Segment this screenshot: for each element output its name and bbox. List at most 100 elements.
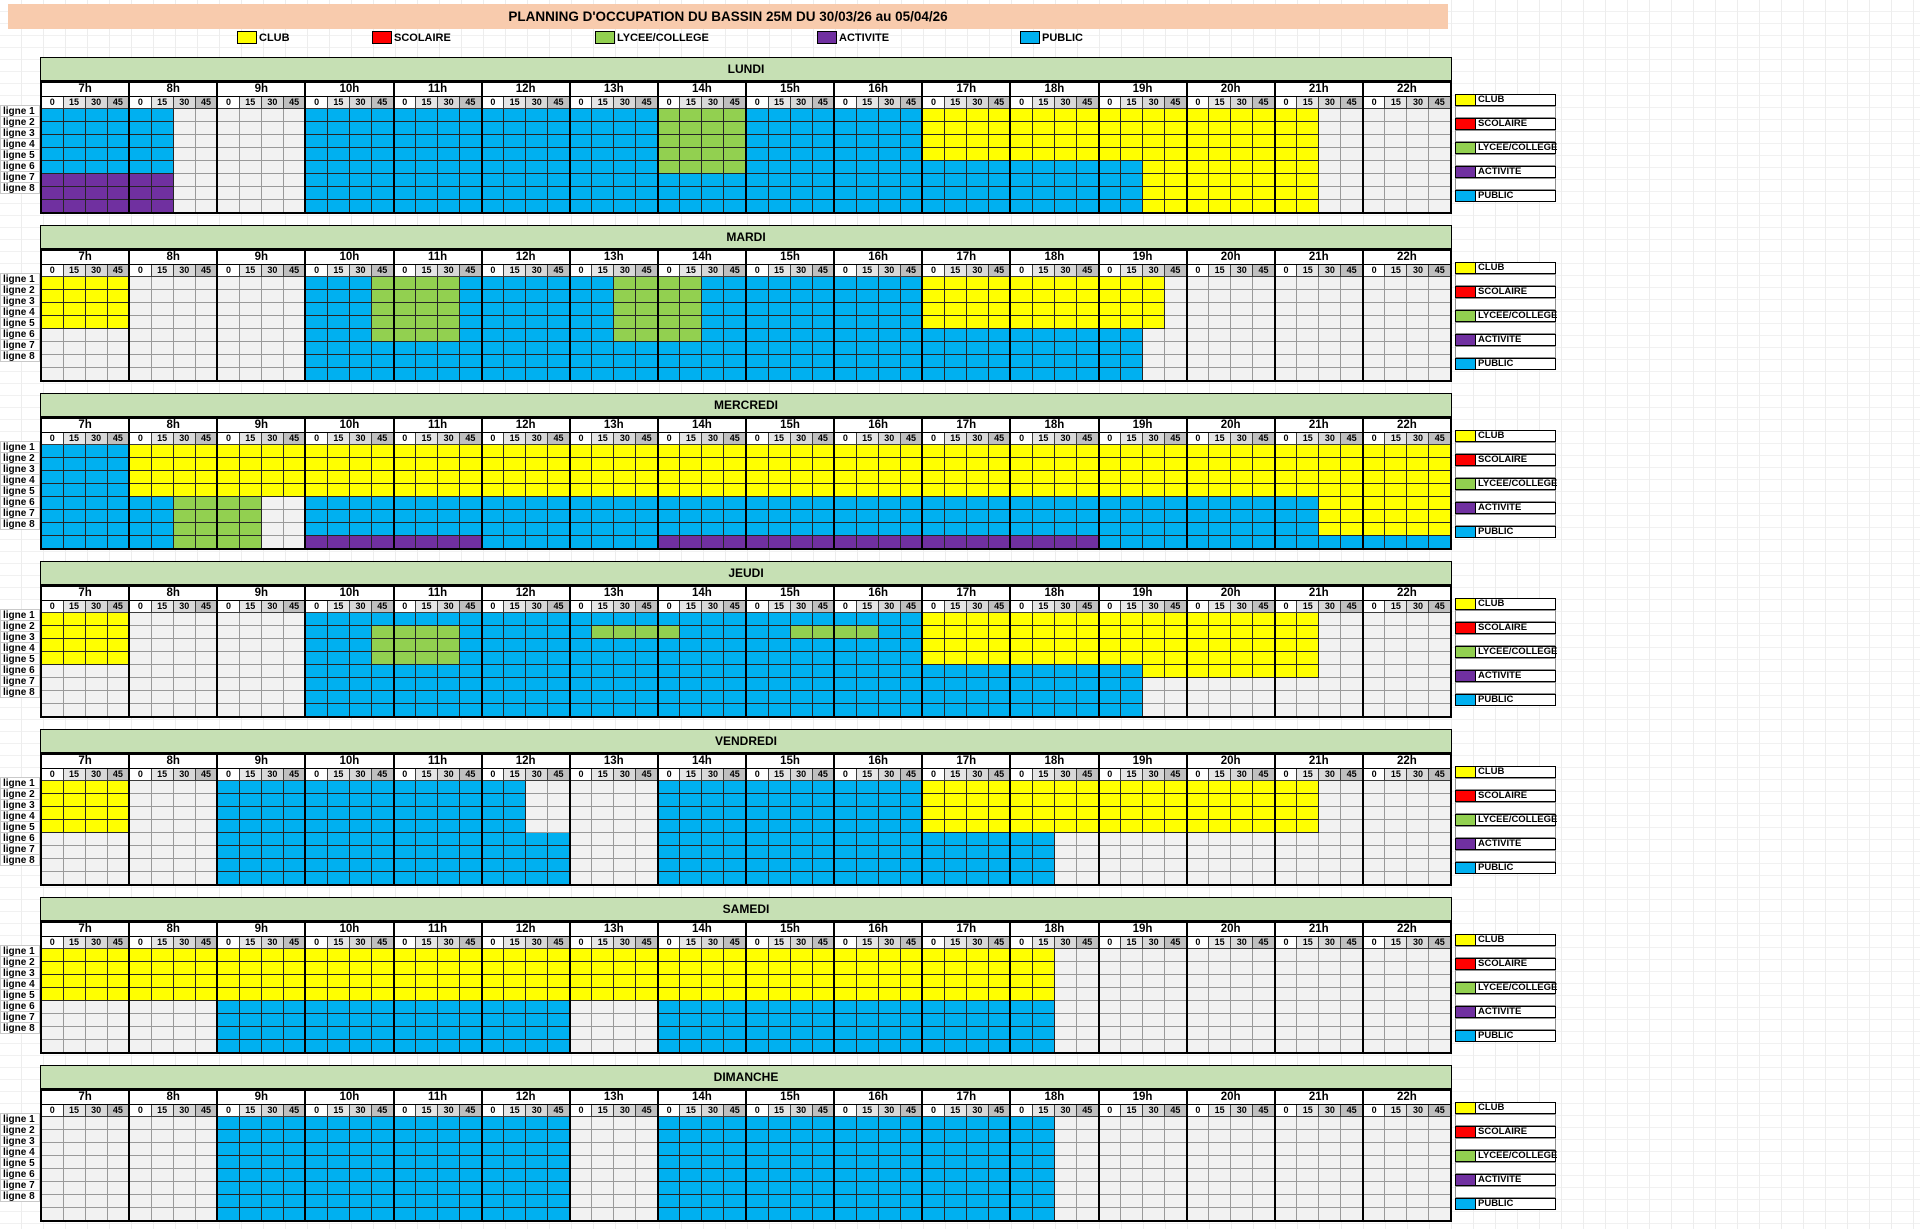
slot-cell[interactable] (304, 974, 328, 988)
slot-cell[interactable] (525, 858, 549, 872)
slot-cell[interactable] (106, 793, 130, 807)
slot-cell[interactable] (789, 1026, 813, 1040)
slot-cell[interactable] (172, 354, 196, 368)
slot-cell[interactable] (1053, 651, 1077, 665)
slot-cell[interactable] (899, 354, 923, 368)
slot-cell[interactable] (811, 780, 835, 794)
slot-cell[interactable] (767, 651, 791, 665)
slot-cell[interactable] (128, 871, 152, 886)
slot-cell[interactable] (128, 147, 152, 161)
slot-cell[interactable] (216, 703, 240, 718)
slot-cell[interactable] (437, 199, 461, 214)
slot-cell[interactable] (635, 1181, 659, 1195)
slot-cell[interactable] (525, 302, 549, 316)
slot-cell[interactable] (1384, 1116, 1408, 1130)
slot-cell[interactable] (1340, 483, 1364, 497)
slot-cell[interactable] (1406, 444, 1430, 458)
slot-cell[interactable] (568, 1039, 593, 1054)
slot-cell[interactable] (392, 948, 417, 962)
slot-cell[interactable] (613, 147, 637, 161)
slot-cell[interactable] (744, 1142, 769, 1156)
slot-cell[interactable] (62, 328, 86, 342)
slot-cell[interactable] (260, 470, 284, 484)
slot-cell[interactable] (1361, 677, 1386, 691)
slot-cell[interactable] (1273, 341, 1298, 355)
slot-cell[interactable] (591, 276, 615, 290)
slot-cell[interactable] (679, 858, 703, 872)
slot-cell[interactable] (370, 948, 395, 962)
slot-cell[interactable] (106, 780, 130, 794)
slot-cell[interactable] (1142, 1129, 1166, 1143)
slot-cell[interactable] (1384, 535, 1408, 550)
slot-cell[interactable] (568, 483, 593, 497)
slot-cell[interactable] (811, 1181, 835, 1195)
slot-cell[interactable] (216, 121, 240, 135)
slot-cell[interactable] (701, 832, 725, 846)
slot-cell[interactable] (216, 677, 240, 691)
slot-cell[interactable] (547, 199, 571, 214)
slot-cell[interactable] (1384, 845, 1408, 859)
slot-cell[interactable] (656, 1129, 681, 1143)
slot-cell[interactable] (1075, 987, 1100, 1001)
slot-cell[interactable] (1053, 806, 1077, 820)
slot-cell[interactable] (1273, 1129, 1298, 1143)
slot-cell[interactable] (767, 612, 791, 626)
slot-cell[interactable] (84, 612, 108, 626)
slot-cell[interactable] (767, 302, 791, 316)
slot-cell[interactable] (1053, 1116, 1077, 1130)
slot-cell[interactable] (877, 819, 901, 833)
slot-cell[interactable] (1318, 961, 1342, 975)
slot-cell[interactable] (84, 367, 108, 382)
slot-cell[interactable] (613, 871, 637, 886)
slot-cell[interactable] (1384, 276, 1408, 290)
slot-cell[interactable] (1428, 638, 1452, 652)
slot-cell[interactable] (415, 1194, 439, 1208)
slot-cell[interactable] (679, 1155, 703, 1169)
slot-cell[interactable] (789, 457, 813, 471)
slot-cell[interactable] (877, 1168, 901, 1182)
slot-cell[interactable] (921, 496, 945, 510)
slot-cell[interactable] (833, 961, 857, 975)
slot-cell[interactable] (62, 1142, 86, 1156)
slot-cell[interactable] (62, 444, 86, 458)
slot-cell[interactable] (1164, 806, 1188, 820)
slot-cell[interactable] (1164, 147, 1188, 161)
slot-cell[interactable] (679, 1181, 703, 1195)
slot-cell[interactable] (656, 173, 681, 187)
slot-cell[interactable] (701, 1000, 725, 1014)
slot-cell[interactable] (943, 457, 967, 471)
slot-cell[interactable] (503, 948, 527, 962)
slot-cell[interactable] (613, 483, 637, 497)
slot-cell[interactable] (348, 509, 372, 523)
slot-cell[interactable] (62, 354, 86, 368)
slot-cell[interactable] (304, 638, 328, 652)
slot-cell[interactable] (304, 186, 328, 200)
slot-cell[interactable] (701, 625, 725, 639)
slot-cell[interactable] (767, 1039, 791, 1054)
slot-cell[interactable] (304, 1039, 328, 1054)
slot-cell[interactable] (899, 1207, 923, 1222)
slot-cell[interactable] (965, 535, 989, 550)
slot-cell[interactable] (1428, 341, 1452, 355)
slot-cell[interactable] (150, 160, 174, 174)
slot-cell[interactable] (1031, 651, 1055, 665)
slot-cell[interactable] (415, 354, 439, 368)
slot-cell[interactable] (1361, 160, 1386, 174)
slot-cell[interactable] (613, 367, 637, 382)
slot-cell[interactable] (326, 948, 350, 962)
slot-cell[interactable] (62, 1168, 86, 1182)
slot-cell[interactable] (1273, 664, 1298, 678)
slot-cell[interactable] (1318, 535, 1342, 550)
slot-cell[interactable] (194, 1194, 218, 1208)
slot-cell[interactable] (811, 522, 835, 536)
slot-cell[interactable] (1361, 341, 1386, 355)
slot-cell[interactable] (811, 1155, 835, 1169)
slot-cell[interactable] (855, 328, 879, 342)
slot-cell[interactable] (1009, 457, 1033, 471)
slot-cell[interactable] (1361, 612, 1386, 626)
slot-cell[interactable] (744, 677, 769, 691)
slot-cell[interactable] (1075, 664, 1100, 678)
slot-cell[interactable] (392, 367, 417, 382)
slot-cell[interactable] (84, 832, 108, 846)
slot-cell[interactable] (172, 1026, 196, 1040)
